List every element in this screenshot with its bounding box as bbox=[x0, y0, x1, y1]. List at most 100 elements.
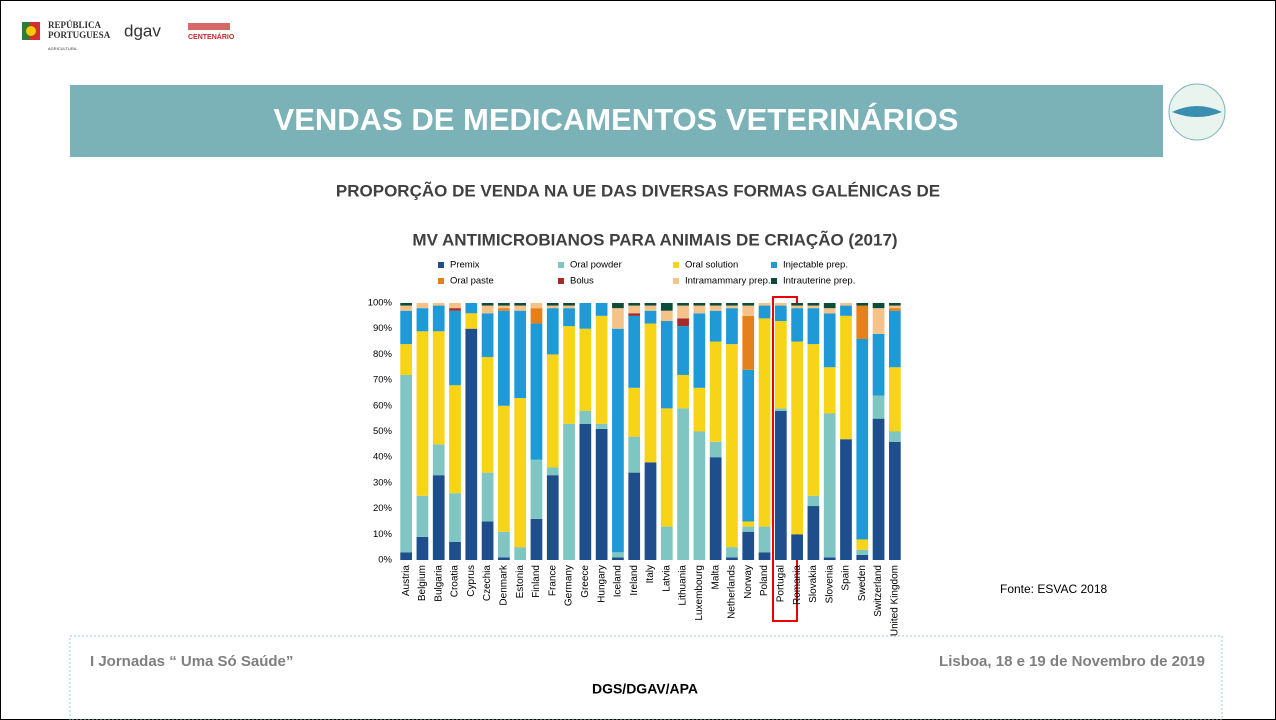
bar-segment bbox=[644, 323, 657, 463]
gov-logo-text: REPÚBLICA bbox=[48, 20, 102, 30]
bar-segment bbox=[742, 521, 755, 527]
bar-segment bbox=[579, 303, 592, 329]
flag-emblem bbox=[26, 26, 36, 36]
bar-segment bbox=[791, 341, 803, 535]
bar-segment bbox=[823, 367, 836, 414]
legend-swatch bbox=[673, 262, 679, 268]
bar-segment bbox=[498, 557, 510, 560]
bar-segment bbox=[628, 313, 641, 316]
bar-segment bbox=[465, 328, 478, 560]
bar-segment bbox=[416, 303, 429, 309]
bar-segment bbox=[628, 303, 641, 306]
bar-segment bbox=[612, 328, 624, 553]
bar-segment bbox=[872, 333, 885, 396]
bar-segment bbox=[791, 303, 803, 306]
bar-segment bbox=[709, 305, 722, 311]
bar-segment bbox=[709, 303, 722, 306]
y-tick-label: 30% bbox=[373, 477, 393, 488]
legend-label: Oral powder bbox=[570, 260, 622, 271]
bar-segment bbox=[432, 303, 445, 306]
bar-segment bbox=[840, 303, 852, 306]
one-health-logo-shape bbox=[1172, 106, 1222, 117]
bar-segment bbox=[498, 310, 510, 406]
bar-segment bbox=[693, 387, 706, 432]
bar-segment bbox=[481, 521, 494, 560]
bar-segment bbox=[628, 315, 641, 388]
footer-box bbox=[69, 635, 1223, 720]
bar-segment bbox=[530, 459, 543, 519]
x-tick-label: Denmark bbox=[499, 564, 510, 606]
bar-segment bbox=[823, 557, 836, 560]
bar-segment bbox=[498, 531, 510, 558]
x-tick-label: Malta bbox=[710, 565, 721, 590]
y-tick-label: 40% bbox=[373, 452, 393, 463]
bar-segment bbox=[432, 475, 445, 560]
bar-segment bbox=[758, 305, 771, 319]
bar-segment bbox=[742, 531, 755, 560]
bar-segment bbox=[546, 475, 559, 560]
bar-segment bbox=[726, 303, 738, 306]
bar-segment bbox=[726, 344, 738, 548]
bar-segment bbox=[791, 308, 803, 342]
bar-segment bbox=[432, 305, 445, 332]
bar-segment bbox=[498, 405, 510, 532]
bar-segment bbox=[449, 310, 461, 386]
x-tick-label: Netherlands bbox=[727, 565, 738, 619]
bar-segment bbox=[498, 303, 510, 306]
bar-segment bbox=[726, 308, 738, 345]
bar-segment bbox=[481, 472, 494, 522]
bar-segment bbox=[416, 308, 429, 332]
bar-segment bbox=[579, 410, 592, 424]
bar-segment bbox=[807, 308, 820, 345]
x-tick-label: Romania bbox=[792, 565, 803, 605]
bar-segment bbox=[498, 305, 510, 309]
x-tick-label: Poland bbox=[759, 565, 770, 596]
bar-segment bbox=[856, 305, 869, 339]
bar-segment bbox=[807, 344, 820, 496]
bar-segment bbox=[742, 315, 755, 370]
bar-segment bbox=[693, 305, 706, 314]
y-tick-label: 20% bbox=[373, 503, 393, 514]
bar-segment bbox=[644, 462, 657, 560]
x-tick-label: Croatia bbox=[450, 565, 461, 598]
bar-segment bbox=[498, 308, 510, 311]
bar-segment bbox=[595, 315, 608, 424]
bar-segment bbox=[742, 305, 755, 316]
bar-segment bbox=[514, 303, 527, 306]
bar-segment bbox=[660, 320, 673, 409]
bar-segment bbox=[449, 542, 461, 560]
bar-segment bbox=[481, 313, 494, 357]
bar-segment bbox=[628, 305, 641, 314]
x-tick-label: Estonia bbox=[515, 565, 526, 599]
bar-segment bbox=[888, 441, 901, 560]
bar-segment bbox=[807, 305, 820, 309]
bar-segment bbox=[530, 323, 543, 460]
bar-segment bbox=[644, 310, 657, 324]
bar-segment bbox=[774, 305, 787, 321]
bar-segment bbox=[840, 305, 852, 316]
bar-segment bbox=[856, 338, 869, 540]
legend-swatch bbox=[558, 278, 564, 284]
bar-segment bbox=[856, 539, 869, 550]
x-tick-label: Sweden bbox=[857, 565, 868, 601]
bar-segment bbox=[823, 303, 836, 309]
bar-segment bbox=[888, 431, 901, 442]
bar-segment bbox=[726, 547, 738, 558]
bar-segment bbox=[514, 398, 527, 548]
bar-segment bbox=[400, 310, 413, 345]
bar-segment bbox=[546, 467, 559, 476]
bar-segment bbox=[612, 557, 624, 560]
bar-segment bbox=[660, 303, 673, 311]
bar-segment bbox=[400, 552, 413, 560]
bar-segment bbox=[823, 308, 836, 314]
centenario-mark bbox=[188, 23, 230, 30]
bar-segment bbox=[660, 526, 673, 560]
gov-logo-text: AGRICULTURA bbox=[48, 46, 77, 51]
centenario-logo: CENTENÁRIO bbox=[188, 32, 235, 41]
bar-segment bbox=[660, 408, 673, 527]
x-tick-label: Ireland bbox=[629, 565, 640, 596]
bar-segment bbox=[660, 310, 673, 321]
bar-segment bbox=[856, 303, 869, 306]
x-tick-label: Cyprus bbox=[466, 565, 477, 597]
